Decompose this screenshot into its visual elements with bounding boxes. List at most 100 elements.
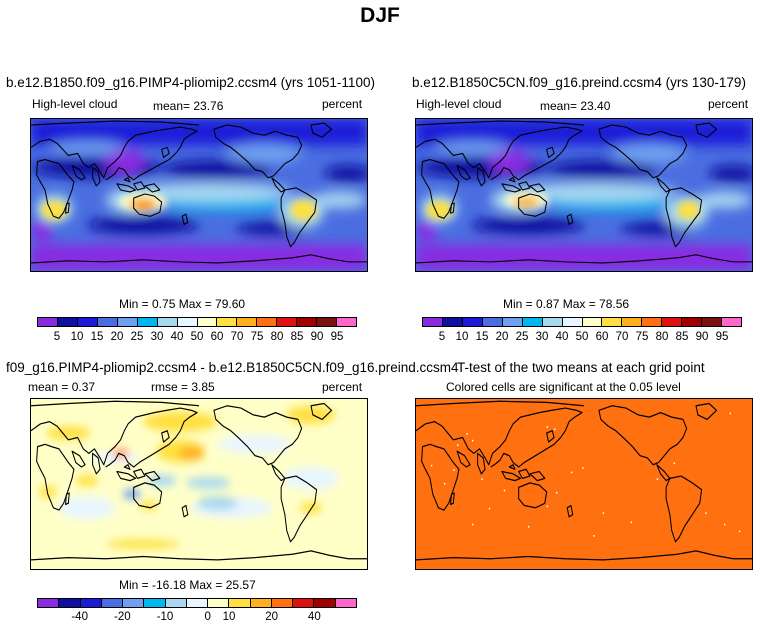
colorbar-control-tick-label: 20 [495,331,509,343]
colorbar-case-tick-label: 70 [230,331,244,343]
panel-case-title: b.e12.B1850.f09_g16.PIMP4-pliomip2.ccsm4… [6,75,375,90]
colorbar-case-tick-label: 60 [210,331,224,343]
colorbar-control-swatch [442,318,463,326]
colorbar-case-swatch [237,318,258,326]
colorbar-case-swatch [117,318,138,326]
colorbar-control-tick-label: 15 [475,331,489,343]
panel-case-minmax: Min = 0.75 Max = 79.60 [119,297,246,311]
colorbar-control-tick-label: 70 [615,331,629,343]
colorbar-control-swatch [502,318,523,326]
colorbar-difference-swatch [123,599,145,607]
colorbar-control-swatch [722,318,741,326]
colorbar-difference-labels: -40 -20 -10 0 10 20 40 [37,611,357,625]
colorbar-control-swatch [682,318,703,326]
map-case [30,118,368,272]
panel-difference-minmax: Min = -16.18 Max = 25.57 [119,578,256,592]
colorbar-case-swatch [97,318,118,326]
colorbar-difference-tick-label: 10 [222,611,236,623]
colorbar-case-swatch [217,318,238,326]
colorbar-case-tick-label: 85 [290,331,304,343]
colorbar-control-tick-label: 90 [695,331,709,343]
map-ttest [415,398,753,570]
colorbar-control [422,317,742,327]
colorbar-difference-tick-label: 0 [204,611,211,623]
colorbar-difference-swatch [80,599,102,607]
colorbar-case-tick-label: 25 [130,331,144,343]
colorbar-case-swatch [297,318,318,326]
colorbar-difference-swatch [144,599,166,607]
colorbar-control-swatch [602,318,623,326]
colorbar-case-swatch [57,318,78,326]
colorbar-difference-swatch [335,599,356,607]
colorbar-case-tick-label: 20 [110,331,124,343]
colorbar-case-swatch [157,318,178,326]
colorbar-difference-tick-label: -40 [71,611,88,623]
panel-case-units: percent [322,97,363,111]
map-control [415,118,753,272]
colorbar-case-swatch [177,318,198,326]
panel-control-units: percent [708,97,749,111]
colorbar-control-swatch [482,318,503,326]
colorbar-difference-swatch [59,599,81,607]
colorbar-difference-swatch [271,599,294,607]
panel-ttest-title: T-test of the two means at each grid poi… [457,360,705,375]
colorbar-control-tick-label: 80 [655,331,669,343]
colorbar-control-tick-label: 10 [455,331,469,343]
colorbar-control-tick-label: 75 [635,331,649,343]
colorbar-difference-swatch [101,599,124,607]
panel-control-variable-label: High-level cloud [416,97,502,111]
colorbar-control-swatch [423,318,443,326]
colorbar-case-tick-label: 80 [270,331,284,343]
colorbar-difference [37,598,357,608]
panel-difference-title: f09_g16.PIMP4-pliomip2.ccsm4 - b.e12.B18… [6,360,459,375]
colorbar-case-tick-label: 5 [53,331,61,343]
colorbar-difference-swatch [208,599,230,607]
colorbar-difference-swatch [165,599,187,607]
colorbar-control-tick-label: 40 [555,331,569,343]
colorbar-difference-tick-label: -10 [156,611,174,623]
map-ttest-plot [416,399,752,569]
colorbar-case-swatch [257,318,278,326]
colorbar-control-tick-label: 50 [575,331,589,343]
colorbar-case-swatch [197,318,218,326]
colorbar-case-tick-label: 75 [250,331,264,343]
colorbar-case-tick-label: 30 [150,331,164,343]
panel-control-minmax: Min = 0.87 Max = 78.56 [503,297,630,311]
colorbar-difference-swatch [293,599,315,607]
map-difference [30,398,368,570]
panel-control-title: b.e12.B1850C5CN.f09_g16.preind.ccsm4 (yr… [412,75,746,90]
colorbar-difference-tick-label: 20 [265,611,279,623]
colorbar-difference-swatch [229,599,251,607]
map-difference-plot [31,399,367,569]
map-case-plot [31,119,367,271]
colorbar-control-tick-label: 95 [715,331,729,343]
panel-difference-units: percent [322,380,363,394]
colorbar-case-tick-label: 15 [90,331,104,343]
colorbar-difference-swatch [38,599,60,607]
colorbar-control-swatch [462,318,483,326]
panel-ttest-subtitle: Colored cells are significant at the 0.0… [446,380,681,394]
colorbar-difference-tick-label: -20 [114,611,131,623]
colorbar-control-swatch [642,318,663,326]
panel-control-mean: mean= 23.40 [540,99,611,113]
colorbar-control-swatch [582,318,603,326]
colorbar-case-swatch [337,318,356,326]
map-control-plot [416,119,752,271]
colorbar-control-tick-label: 5 [438,331,446,343]
colorbar-case-labels: 5 10 15 20 25 30 40 50 60 70 75 80 85 90 95 [37,331,357,345]
colorbar-control-swatch [702,318,723,326]
figure-title: DJF [360,4,400,27]
colorbar-control-swatch [562,318,583,326]
colorbar-case [37,317,357,327]
colorbar-case-tick-label: 95 [330,331,344,343]
colorbar-case-tick-label: 50 [190,331,204,343]
colorbar-difference-swatch [250,599,272,607]
panel-difference-rmse: rmse = 3.85 [151,380,215,394]
colorbar-case-tick-label: 90 [310,331,324,343]
colorbar-difference-swatch [186,599,209,607]
panel-difference-mean: mean = 0.37 [28,380,96,394]
colorbar-control-labels: 5 10 15 20 25 30 40 50 60 70 75 80 85 90 95 [422,331,742,345]
colorbar-case-swatch [137,318,158,326]
colorbar-control-tick-label: 25 [515,331,529,343]
colorbar-control-tick-label: 60 [595,331,609,343]
